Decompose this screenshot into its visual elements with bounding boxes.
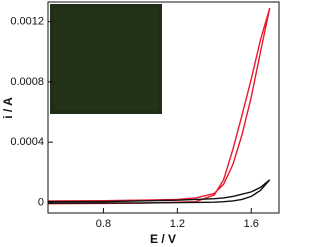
x-tick-label: 1.2: [170, 218, 185, 230]
x-axis-title: E / V: [150, 232, 176, 246]
y-tick-label: 0.0008: [10, 76, 44, 88]
x-tick-label: 0.8: [96, 218, 111, 230]
x-tick-label: 1.6: [244, 218, 259, 230]
y-axis-title: i / A: [1, 97, 15, 119]
y-tick-label: 0.0004: [10, 136, 44, 148]
y-tick-label: 0: [38, 196, 44, 208]
series-line: [47, 179, 271, 204]
chart: E / V i / A 0 0.0004 0.0008 0.0012 0.8 1.2 1.6: [1, 1, 280, 246]
plot-frame: [47, 1, 280, 214]
series-line: [47, 7, 271, 205]
inset-photo-texture: [54, 8, 158, 110]
y-tick-label: 0.0012: [10, 15, 44, 27]
